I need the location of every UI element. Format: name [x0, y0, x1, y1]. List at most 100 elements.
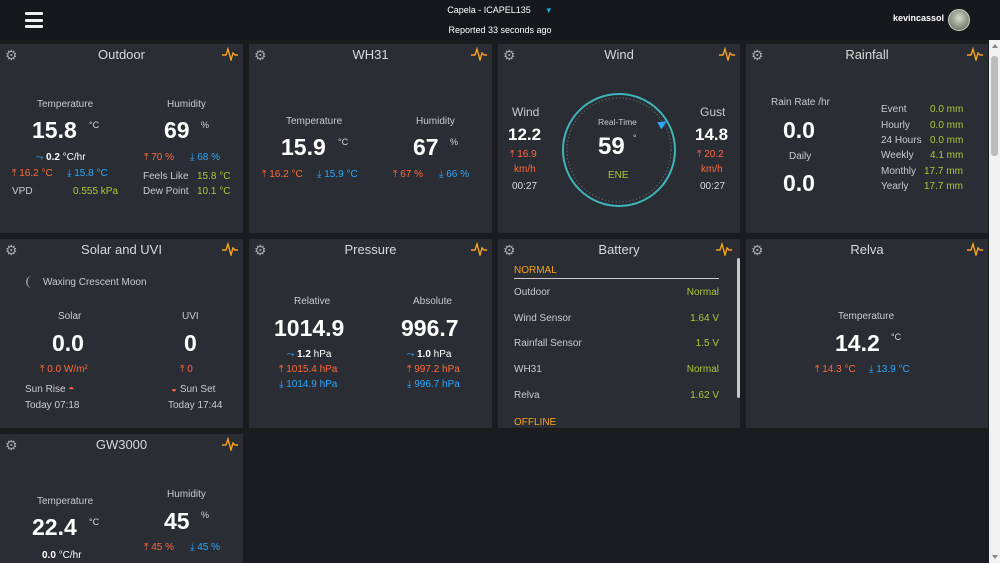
list-item-value: 1.62 V	[690, 390, 719, 401]
list-item-label: 24 Hours	[881, 135, 922, 146]
relative-trend: ⤳ 1.2 hPa	[287, 349, 332, 360]
temperature-low: ⤓ 13.9 °C	[869, 364, 910, 375]
card-title: Outdoor	[98, 47, 145, 62]
gust-speed-value: 14.8	[695, 125, 729, 144]
username[interactable]: kevincassol	[892, 13, 944, 23]
scroll-thumb[interactable]	[991, 56, 998, 156]
temperature-label: Temperature	[286, 116, 343, 127]
temperature-unit: °C	[891, 332, 902, 342]
gear-icon[interactable]: ⚙	[751, 242, 764, 258]
chart-pulse-icon[interactable]	[471, 242, 487, 256]
avatar[interactable]	[948, 9, 970, 31]
wind-direction-pointer	[657, 121, 668, 130]
gear-icon[interactable]: ⚙	[5, 47, 18, 63]
gear-icon[interactable]: ⚙	[503, 242, 516, 258]
sunrise-icon: ◓	[68, 384, 75, 395]
sunset-time: Today 17:44	[168, 400, 223, 411]
rain-rate-value: 0.0	[783, 117, 815, 143]
temperature-value: 14.2	[835, 330, 880, 356]
card-title: Relva	[850, 242, 884, 257]
list-item-value: Normal	[686, 287, 719, 298]
page-scrollbar[interactable]	[989, 40, 1000, 563]
list-item-value: 17.7 mm	[924, 181, 963, 192]
station-selector[interactable]: Capela - ICAPEL135 ▼	[0, 5, 1000, 15]
sunset-label: ◒ Sun Set	[171, 384, 216, 395]
dew-point-label: Dew Point	[143, 186, 189, 197]
chart-pulse-icon[interactable]	[719, 47, 735, 61]
list-item-value: Normal	[686, 364, 719, 375]
chart-pulse-icon[interactable]	[716, 242, 732, 256]
gear-icon[interactable]: ⚙	[5, 437, 18, 453]
solar-uvi-card: ⚙ Solar and UVI Waxing Crescent Moon Sol…	[0, 239, 243, 428]
solar-value: 0.0	[52, 330, 84, 356]
temperature-value: 15.9	[281, 134, 326, 160]
humidity-low: ⤓ 66 %	[439, 169, 469, 180]
card-title: Solar and UVI	[81, 242, 162, 257]
scroll-up-icon[interactable]	[992, 44, 998, 48]
rainfall-card: ⚙ Rainfall Rain Rate /hr 0.0 Daily 0.0 E…	[746, 44, 988, 233]
temperature-label: Temperature	[838, 311, 895, 322]
relative-label: Relative	[294, 296, 331, 307]
chart-pulse-icon[interactable]	[967, 242, 983, 256]
humidity-unit: %	[201, 510, 210, 520]
battery-scrollbar[interactable]	[737, 258, 740, 398]
scroll-down-icon[interactable]	[992, 555, 998, 559]
humidity-value: 67	[413, 134, 439, 160]
sunrise-time: Today 07:18	[25, 400, 80, 411]
vpd-value: 0.555 kPa	[73, 186, 119, 197]
wind-time: 00:27	[512, 181, 538, 192]
dropdown-caret-icon[interactable]: ▼	[544, 6, 553, 15]
card-title: WH31	[352, 47, 389, 62]
gear-icon[interactable]: ⚙	[254, 242, 267, 258]
chart-pulse-icon[interactable]	[222, 242, 238, 256]
temperature-high: ⤒ 14.3 °C	[815, 364, 856, 375]
absolute-label: Absolute	[413, 296, 452, 307]
gw3000-card: ⚙ GW3000 Temperature 22.4 °C 0.0 °C/hr H…	[0, 434, 243, 563]
humidity-high: ⤒ 45 %	[144, 542, 174, 553]
solar-max: ⤒ 0.0 W/m²	[40, 364, 88, 375]
chart-pulse-icon[interactable]	[471, 47, 487, 61]
list-item-label: Wind Sensor	[514, 313, 572, 324]
humidity-high: ⤒ 70 %	[144, 152, 174, 163]
gear-icon[interactable]: ⚙	[254, 47, 267, 63]
chart-pulse-icon[interactable]	[222, 437, 238, 451]
list-item-label: Monthly	[881, 166, 917, 177]
gust-unit: km/h	[701, 164, 723, 175]
humidity-low: ⤓ 45 %	[190, 542, 220, 553]
wind-card: ⚙ Wind Wind 12.2 ⤒ 16.9 km/h 00:27 Real-…	[498, 44, 740, 233]
temperature-high: ⤒ 16.2 °C	[12, 168, 53, 179]
chart-pulse-icon[interactable]	[967, 47, 983, 61]
list-item-value: 0.0 mm	[930, 120, 964, 131]
wind-unit: km/h	[514, 164, 536, 175]
absolute-high: ⤒ 997.2 hPa	[407, 364, 460, 375]
absolute-value: 996.7	[401, 315, 459, 341]
gear-icon[interactable]: ⚙	[751, 47, 764, 63]
card-title: GW3000	[95, 437, 148, 452]
wind-direction-label: ENE	[608, 170, 629, 181]
gear-icon[interactable]: ⚙	[503, 47, 516, 63]
moon-phase-icon	[26, 276, 32, 288]
menu-icon[interactable]	[25, 12, 43, 28]
trend-arrow-icon: ⤳	[287, 349, 295, 359]
list-item-value: 4.1 mm	[930, 150, 964, 161]
card-title: Battery	[598, 242, 640, 257]
sunrise-label: Sun Rise ◓	[25, 384, 75, 395]
solar-label: Solar	[58, 311, 82, 322]
gear-icon[interactable]: ⚙	[5, 242, 18, 258]
station-name: Capela - ICAPEL135	[447, 5, 531, 15]
card-title: Rainfall	[845, 47, 889, 62]
list-item-label: Weekly	[881, 150, 914, 161]
humidity-unit: %	[201, 120, 210, 130]
battery-card: ⚙ Battery NORMAL Outdoor Normal Wind Sen…	[498, 239, 740, 428]
absolute-low: ⤓ 996.7 hPa	[407, 379, 460, 390]
pressure-card: ⚙ Pressure Relative 1014.9 ⤳ 1.2 hPa ⤒ 1…	[249, 239, 492, 428]
trend-arrow-icon: ⤳	[407, 349, 415, 359]
list-item-value: 17.7 mm	[924, 166, 963, 177]
chart-pulse-icon[interactable]	[222, 47, 238, 61]
temperature-label: Temperature	[37, 99, 94, 110]
list-item-value: 0.0 mm	[930, 135, 964, 146]
list-item-label: Outdoor	[514, 287, 551, 298]
vpd-label: VPD	[12, 186, 33, 197]
list-item-label: WH31	[514, 364, 542, 375]
temperature-value: 22.4	[32, 514, 77, 540]
